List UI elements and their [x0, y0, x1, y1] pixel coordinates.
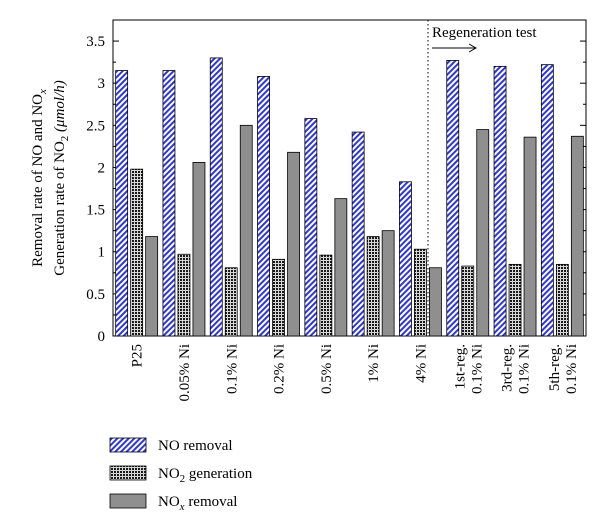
regeneration-label: Regeneration test	[432, 25, 537, 41]
bar-nox-removal	[239, 124, 253, 337]
bar-no-removal	[399, 181, 412, 337]
bar-no2-generation	[272, 258, 285, 337]
x-tick-label: 0.2% Ni	[272, 344, 288, 394]
bar-nox-removal	[334, 198, 348, 337]
y-tick-label: 0	[98, 329, 106, 345]
bar-no2-generation	[366, 236, 380, 337]
regeneration-arrowhead	[468, 43, 478, 53]
legend-swatch	[109, 437, 147, 453]
x-tick-label: P25	[130, 344, 146, 367]
bar-no2-generation	[319, 254, 333, 337]
bar-no2-generation	[177, 253, 191, 337]
legend: NO removal NO2 generation NOx removal	[109, 437, 253, 513]
bar-nox-removal	[192, 162, 206, 337]
bar-no2-generation	[414, 248, 427, 337]
bar-no2-generation	[461, 265, 475, 337]
bar-nox-removal	[381, 230, 395, 337]
x-tick-label: 0.1% Ni	[224, 344, 240, 394]
bar-no2-generation	[224, 267, 238, 337]
bar-no-removal	[446, 60, 460, 337]
y-tick-label: 3	[98, 76, 106, 92]
x-tick-label: 0.1% Ni	[564, 344, 580, 394]
y-tick-label: 2.5	[86, 118, 105, 134]
bar-no-removal	[209, 57, 223, 337]
x-tick-label: 5th-reg.	[547, 344, 563, 391]
y-axis: 0 0.5 1 1.5 2 2.5 3 3.5	[86, 19, 586, 345]
bars	[115, 57, 584, 337]
y-tick-label: 3.5	[86, 34, 105, 50]
bar-no-removal	[493, 65, 507, 337]
legend-swatch	[109, 465, 147, 481]
x-tick-label: 1st-reg.	[452, 344, 468, 389]
bar-no2-generation	[555, 263, 569, 337]
x-tick-label: 1% Ni	[366, 344, 382, 383]
bar-no-removal	[351, 131, 365, 337]
y-tick-label: 0.5	[86, 287, 105, 303]
bar-nox-removal	[429, 267, 442, 337]
bar-nox-removal	[145, 236, 159, 337]
x-tick-label: 3rd-reg.	[500, 344, 516, 392]
legend-label: NO removal	[158, 438, 233, 454]
bar-no2-generation	[508, 263, 522, 337]
y-axis-label-line2: Generation rate of NO2 (μmol/h)	[52, 80, 71, 275]
x-tick-label: 4% Ni	[413, 344, 429, 383]
bar-no2-generation	[130, 168, 144, 337]
legend-label: NO2 generation	[158, 466, 253, 485]
legend-label: NOx removal	[158, 494, 237, 513]
x-tick-label: 0.1% Ni	[517, 344, 533, 394]
bar-no-removal	[304, 118, 318, 337]
x-axis: P25 0.05% Ni 0.1% Ni 0.2% Ni 0.5% Ni 1% Ni 4% …	[130, 344, 580, 402]
x-tick-label: 0.05% Ni	[177, 344, 193, 402]
bar-no-removal	[540, 64, 554, 337]
plot-area-frame	[112, 19, 587, 337]
y-tick-label: 2	[98, 160, 106, 176]
y-tick-label: 1.5	[86, 203, 105, 219]
bar-nox-removal	[287, 151, 300, 337]
x-tick-label: 0.5% Ni	[319, 344, 335, 394]
bar-no-removal	[257, 76, 270, 337]
bar-no-removal	[162, 70, 176, 337]
legend-swatch	[109, 493, 147, 509]
y-axis-label-line1: Removal rate of NO and NOx	[30, 89, 49, 267]
y-tick-label: 1	[98, 245, 106, 261]
x-tick-label: 0.1% Ni	[469, 344, 485, 394]
bar-nox-removal	[570, 135, 584, 337]
bar-nox-removal	[523, 136, 537, 337]
bar-nox-removal	[476, 129, 490, 337]
bar-no-removal	[115, 70, 129, 337]
